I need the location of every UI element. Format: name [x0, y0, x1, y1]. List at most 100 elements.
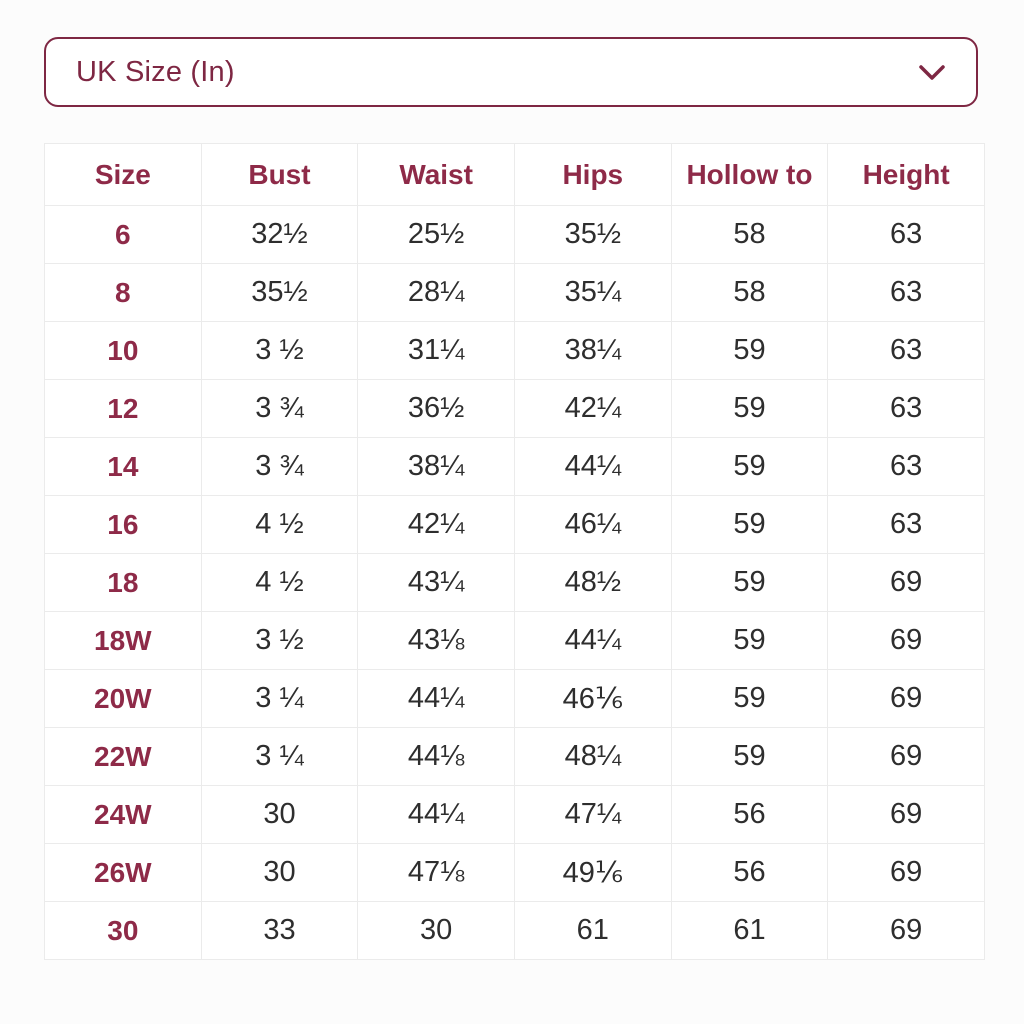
hips-cell: 49⅙	[513, 843, 672, 902]
table-row-size-26w: 26W 30 47⅛ 49⅙ 56 69	[44, 843, 985, 902]
table-row-size-8: 8 35½ 28¼ 35¼ 58 63	[44, 263, 985, 322]
hips-cell: 47¼	[513, 785, 672, 844]
column-header-height: Height	[827, 143, 985, 206]
table-row-size-16: 16 4 ½ 42¼ 46¼ 59 63	[44, 495, 985, 554]
column-header-hollow-to: Hollow to	[670, 143, 829, 206]
waist-cell: 47⅛	[357, 843, 515, 902]
size-cell: 26W	[44, 843, 202, 902]
hips-cell: 42¼	[513, 379, 672, 438]
table-row-size-24w: 24W 30 44¼ 47¼ 56 69	[44, 785, 985, 844]
waist-cell: 28¼	[357, 263, 515, 322]
hips-cell: 38¼	[513, 321, 672, 380]
waist-cell: 38¼	[357, 437, 515, 496]
hips-cell: 44¼	[513, 611, 672, 670]
height-cell: 69	[827, 785, 985, 844]
height-cell: 63	[827, 495, 985, 554]
waist-cell: 42¼	[357, 495, 515, 554]
size-cell: 18	[44, 553, 202, 612]
size-cell: 22W	[44, 727, 202, 786]
size-cell: 30	[44, 901, 202, 960]
height-cell: 63	[827, 205, 985, 264]
size-cell: 18W	[44, 611, 202, 670]
bust-cell: 3 ¼	[200, 727, 359, 786]
bust-cell: 33	[200, 901, 359, 960]
size-unit-dropdown[interactable]: UK Size (In)	[44, 37, 978, 107]
height-cell: 63	[827, 437, 985, 496]
hips-cell: 46¼	[513, 495, 672, 554]
size-cell: 14	[44, 437, 202, 496]
hips-cell: 46⅙	[513, 669, 672, 728]
table-row-size-6: 6 32½ 25½ 35½ 58 63	[44, 205, 985, 264]
chevron-down-icon	[918, 64, 946, 81]
table-row-size-14: 14 3 ¾ 38¼ 44¼ 59 63	[44, 437, 985, 496]
hollow-to-cell: 59	[670, 553, 829, 612]
table-row-size-30: 30 33 30 61 61 69	[44, 901, 985, 960]
size-cell: 8	[44, 263, 202, 322]
height-cell: 69	[827, 553, 985, 612]
table-row-size-10: 10 3 ½ 31¼ 38¼ 59 63	[44, 321, 985, 380]
hips-cell: 35½	[513, 205, 672, 264]
hollow-to-cell: 59	[670, 669, 829, 728]
hollow-to-cell: 58	[670, 263, 829, 322]
waist-cell: 44¼	[357, 669, 515, 728]
size-chart-table-head: Size Bust Waist Hips Hollow to Height	[44, 143, 985, 206]
bust-cell: 32½	[200, 205, 359, 264]
hips-cell: 48¼	[513, 727, 672, 786]
table-row-size-18w: 18W 3 ½ 43⅛ 44¼ 59 69	[44, 611, 985, 670]
size-unit-dropdown-label: UK Size (In)	[76, 55, 235, 88]
size-cell: 10	[44, 321, 202, 380]
table-row-size-20w: 20W 3 ¼ 44¼ 46⅙ 59 69	[44, 669, 985, 728]
hollow-to-cell: 56	[670, 785, 829, 844]
bust-cell: 3 ¾	[200, 379, 359, 438]
hips-cell: 44¼	[513, 437, 672, 496]
bust-cell: 4 ½	[200, 553, 359, 612]
size-cell: 12	[44, 379, 202, 438]
height-cell: 63	[827, 263, 985, 322]
hollow-to-cell: 59	[670, 437, 829, 496]
hollow-to-cell: 56	[670, 843, 829, 902]
height-cell: 69	[827, 727, 985, 786]
waist-cell: 31¼	[357, 321, 515, 380]
hollow-to-cell: 59	[670, 611, 829, 670]
table-row-size-18: 18 4 ½ 43¼ 48½ 59 69	[44, 553, 985, 612]
size-chart-table: Size Bust Waist Hips Hollow to Height 6 32½ 25½…	[44, 143, 985, 960]
bust-cell: 35½	[200, 263, 359, 322]
hollow-to-cell: 59	[670, 321, 829, 380]
size-cell: 24W	[44, 785, 202, 844]
hollow-to-cell: 59	[670, 727, 829, 786]
height-cell: 69	[827, 611, 985, 670]
height-cell: 63	[827, 379, 985, 438]
size-cell: 6	[44, 205, 202, 264]
waist-cell: 30	[357, 901, 515, 960]
column-header-size: Size	[44, 143, 202, 206]
waist-cell: 44⅛	[357, 727, 515, 786]
bust-cell: 3 ¼	[200, 669, 359, 728]
waist-cell: 25½	[357, 205, 515, 264]
bust-cell: 3 ¾	[200, 437, 359, 496]
waist-cell: 43⅛	[357, 611, 515, 670]
bust-cell: 3 ½	[200, 321, 359, 380]
hollow-to-cell: 59	[670, 495, 829, 554]
waist-cell: 43¼	[357, 553, 515, 612]
hips-cell: 61	[513, 901, 672, 960]
hips-cell: 35¼	[513, 263, 672, 322]
table-header-row: Size Bust Waist Hips Hollow to Height	[44, 143, 985, 206]
height-cell: 69	[827, 669, 985, 728]
table-row-size-12: 12 3 ¾ 36½ 42¼ 59 63	[44, 379, 985, 438]
hollow-to-cell: 61	[670, 901, 829, 960]
size-cell: 16	[44, 495, 202, 554]
column-header-waist: Waist	[357, 143, 515, 206]
column-header-bust: Bust	[200, 143, 359, 206]
hollow-to-cell: 58	[670, 205, 829, 264]
table-row-size-22w: 22W 3 ¼ 44⅛ 48¼ 59 69	[44, 727, 985, 786]
hips-cell: 48½	[513, 553, 672, 612]
bust-cell: 4 ½	[200, 495, 359, 554]
size-chart-table-body: 6 32½ 25½ 35½ 58 63 8 35½ 28¼ 35¼ 58 63 10 3 ½ 31¼ 38¼ 5…	[44, 205, 985, 960]
bust-cell: 30	[200, 843, 359, 902]
height-cell: 69	[827, 901, 985, 960]
bust-cell: 30	[200, 785, 359, 844]
height-cell: 63	[827, 321, 985, 380]
hollow-to-cell: 59	[670, 379, 829, 438]
bust-cell: 3 ½	[200, 611, 359, 670]
